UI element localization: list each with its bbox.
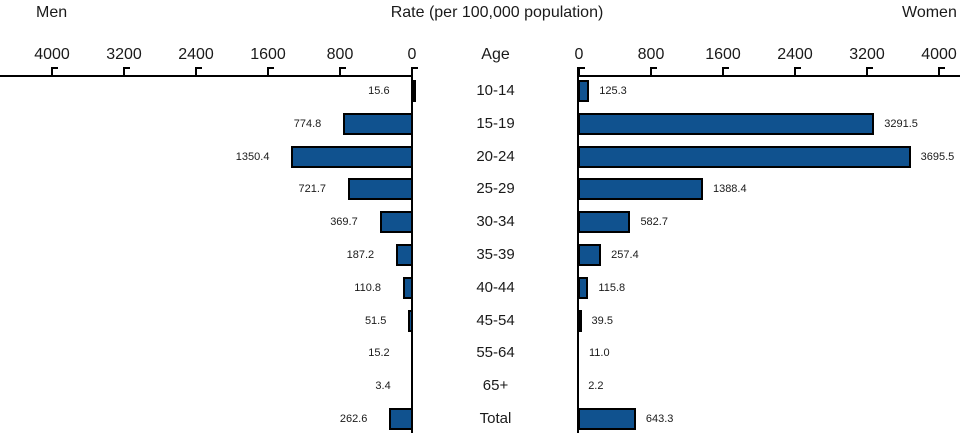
right-axis-line [577, 75, 960, 77]
men-value-label: 187.2 [346, 249, 375, 261]
left-axis-tick [339, 67, 346, 77]
left-axis-tick-label: 4000 [34, 46, 70, 63]
women-bar [578, 178, 703, 201]
age-label: 20-24 [476, 147, 515, 165]
men-bar [291, 145, 413, 168]
men-value-label: 369.7 [330, 216, 358, 229]
right-axis-tick [938, 67, 945, 77]
age-label: 10-14 [476, 82, 515, 99]
women-bar [578, 145, 911, 168]
left-axis-tick-label: 800 [326, 46, 354, 63]
left-axis-tick [267, 67, 274, 77]
right-axis-tick [794, 67, 801, 77]
age-label: 25-29 [476, 180, 515, 198]
women-value-label: 643.3 [645, 413, 674, 425]
age-label: 55-64 [476, 344, 515, 362]
men-value-label: 1350.4 [235, 150, 270, 163]
right-axis-tick-label: 2400 [777, 46, 813, 63]
right-axis-tick [578, 67, 585, 77]
right-axis-tick [650, 67, 657, 77]
age-axis-label: Age [481, 46, 510, 63]
men-bar [411, 80, 416, 102]
age-label: Total [479, 410, 512, 427]
right-axis-tick [722, 67, 729, 77]
women-bar [578, 276, 589, 299]
left-axis-tick [411, 67, 418, 77]
right-axis-tick-label: 3200 [849, 46, 885, 63]
women-bar [578, 309, 582, 332]
left-axis-tick-label: 2400 [178, 46, 214, 63]
women-value-label: 582.7 [640, 216, 668, 229]
left-axis-tick [123, 67, 130, 77]
men-bar [343, 112, 413, 135]
women-value-label: 1388.4 [712, 183, 747, 196]
right-axis-tick-label: 4000 [921, 46, 957, 63]
age-label: 15-19 [476, 114, 515, 132]
men-value-label: 3.4 [375, 380, 391, 393]
women-value-label: 257.4 [611, 249, 639, 261]
women-title: Women [902, 4, 957, 21]
men-value-label: 51.5 [364, 314, 387, 327]
women-bar [578, 244, 602, 266]
age-label: 40-44 [476, 278, 515, 296]
women-value-label: 3291.5 [884, 117, 918, 130]
age-label: 35-39 [476, 246, 515, 263]
women-bar [578, 408, 636, 430]
men-bar [379, 211, 413, 234]
women-value-label: 3695.5 [920, 150, 955, 163]
men-bar [396, 244, 413, 266]
right-axis-tick [866, 67, 873, 77]
men-value-label: 110.8 [354, 281, 382, 294]
men-bar [403, 276, 413, 299]
right-axis-tick-label: 800 [637, 46, 665, 63]
women-value-label: 39.5 [591, 314, 613, 327]
women-bar [578, 211, 631, 234]
age-label: 30-34 [476, 213, 515, 231]
men-value-label: 15.6 [368, 85, 390, 97]
right-axis-tick-label: 0 [574, 46, 584, 63]
women-bar [578, 80, 590, 102]
left-axis-tick-label: 1600 [250, 46, 286, 63]
men-value-label: 721.7 [298, 183, 327, 196]
men-value-label: 774.8 [293, 117, 322, 130]
left-axis-tick-label: 3200 [106, 46, 142, 63]
left-axis-tick-label: 0 [407, 46, 417, 63]
women-bar [578, 112, 875, 135]
left-axis-tick [195, 67, 202, 77]
left-axis-line [0, 75, 413, 77]
men-bar [408, 309, 413, 332]
women-value-label: 115.8 [598, 281, 626, 294]
men-title: Men [36, 4, 68, 21]
right-axis-tick-label: 1600 [705, 46, 741, 63]
left-axis-tick [51, 67, 58, 77]
age-label: 65+ [482, 377, 509, 395]
age-label: 45-54 [476, 311, 515, 329]
chart-title: Rate (per 100,000 population) [390, 4, 604, 21]
men-value-label: 15.2 [368, 347, 390, 360]
men-bar [348, 178, 413, 201]
women-value-label: 2.2 [588, 380, 604, 393]
women-value-label: 11.0 [588, 347, 610, 360]
men-bar [389, 408, 413, 430]
women-value-label: 125.3 [599, 85, 627, 97]
men-value-label: 262.6 [339, 413, 368, 425]
